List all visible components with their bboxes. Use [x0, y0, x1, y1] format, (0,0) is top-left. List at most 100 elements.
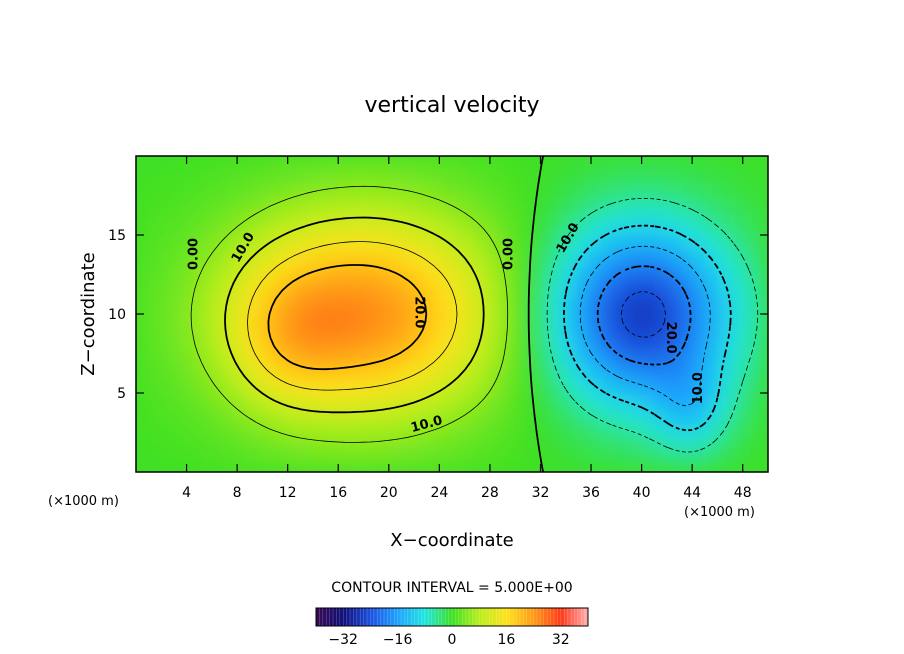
- field-cell: [425, 156, 441, 173]
- field-cell: [248, 344, 264, 363]
- field-cell: [210, 234, 226, 252]
- field-cell: [665, 265, 681, 284]
- field-cell: [349, 202, 365, 221]
- field-cell: [136, 156, 150, 173]
- field-cell: [299, 392, 314, 410]
- field-cell: [703, 186, 719, 205]
- field-cell: [286, 407, 302, 426]
- field-cell: [653, 249, 668, 268]
- field-cell: [425, 407, 441, 426]
- field-cell: [274, 360, 289, 379]
- field-cell: [362, 186, 378, 205]
- field-cell: [602, 376, 618, 394]
- field-cell: [349, 407, 365, 426]
- field-cell: [438, 439, 453, 458]
- field-cell: [514, 186, 529, 205]
- field-cell: [236, 170, 251, 189]
- field-cell: [627, 376, 643, 394]
- field-cell: [640, 455, 656, 472]
- field-cell: [615, 407, 630, 426]
- field-cell: [236, 344, 251, 363]
- field-cell: [248, 186, 264, 205]
- field-cell: [640, 281, 656, 300]
- field-cell: [136, 313, 150, 331]
- field-cell: [602, 281, 618, 300]
- field-cell: [400, 170, 416, 189]
- field-cell: [198, 249, 213, 268]
- field-cell: [387, 455, 403, 472]
- field-cell: [160, 170, 175, 189]
- x-unit-right: (×1000 m): [684, 505, 755, 520]
- field-cell: [678, 407, 694, 426]
- field-cell: [438, 313, 453, 331]
- field-cell: [577, 455, 593, 472]
- field-cell: [539, 281, 555, 300]
- field-cell: [665, 281, 681, 300]
- field-cell: [400, 186, 416, 205]
- field-cell: [703, 234, 719, 252]
- field-cell: [501, 249, 517, 268]
- field-cell: [678, 170, 694, 189]
- y-axis-label: Z−coordinate: [78, 252, 99, 375]
- field-cell: [172, 170, 188, 189]
- field-cell: [413, 439, 428, 458]
- field-cell: [286, 281, 302, 300]
- field-cell: [210, 249, 226, 268]
- field-cell: [703, 439, 719, 458]
- field-cell: [627, 328, 643, 347]
- field-cell: [387, 156, 403, 173]
- field-cell: [539, 360, 555, 379]
- field-cell: [349, 218, 365, 236]
- field-cell: [615, 328, 630, 347]
- field-cell: [425, 265, 441, 284]
- field-cell: [627, 297, 643, 315]
- field-cell: [577, 218, 593, 236]
- field-cell: [716, 376, 732, 394]
- field-cell: [198, 218, 213, 236]
- field-cell: [716, 218, 732, 236]
- contour-label: 10.0: [691, 372, 706, 404]
- field-cell: [198, 455, 213, 472]
- field-cell: [286, 423, 302, 442]
- field-cell: [741, 376, 757, 394]
- field-cell: [691, 265, 706, 284]
- field-cell: [299, 376, 314, 394]
- field-cell: [665, 439, 681, 458]
- field-cell: [172, 281, 188, 300]
- field-cell: [691, 156, 706, 173]
- field-cell: [299, 156, 314, 173]
- field-cell: [223, 407, 239, 426]
- field-cell: [476, 202, 491, 221]
- field-cell: [564, 156, 580, 173]
- field-cell: [526, 313, 542, 331]
- field-cell: [741, 360, 757, 379]
- contour-line: [247, 241, 458, 391]
- field-cell: [248, 360, 264, 379]
- field-cell: [172, 455, 188, 472]
- field-cell: [400, 407, 416, 426]
- field-cell: [299, 249, 314, 268]
- field-cell: [299, 297, 314, 315]
- field-cell: [375, 249, 390, 268]
- field-cell: [438, 423, 453, 442]
- field-cell: [564, 423, 580, 442]
- field-cell: [223, 186, 239, 205]
- field-cell: [476, 439, 491, 458]
- field-cell: [210, 328, 226, 347]
- field-cell: [375, 407, 390, 426]
- field-cell: [375, 423, 390, 442]
- field-cell: [172, 218, 188, 236]
- field-cell: [691, 170, 706, 189]
- field-cell: [590, 328, 605, 347]
- field-cell: [198, 297, 213, 315]
- colorbar-segment: [581, 608, 585, 626]
- field-cell: [261, 376, 277, 394]
- field-cell: [413, 186, 428, 205]
- field-cell: [488, 407, 504, 426]
- field-cell: [754, 265, 768, 284]
- field-cell: [286, 202, 302, 221]
- field-cell: [716, 249, 732, 268]
- field-cell: [564, 249, 580, 268]
- field-cell: [324, 439, 340, 458]
- field-cell: [501, 376, 517, 394]
